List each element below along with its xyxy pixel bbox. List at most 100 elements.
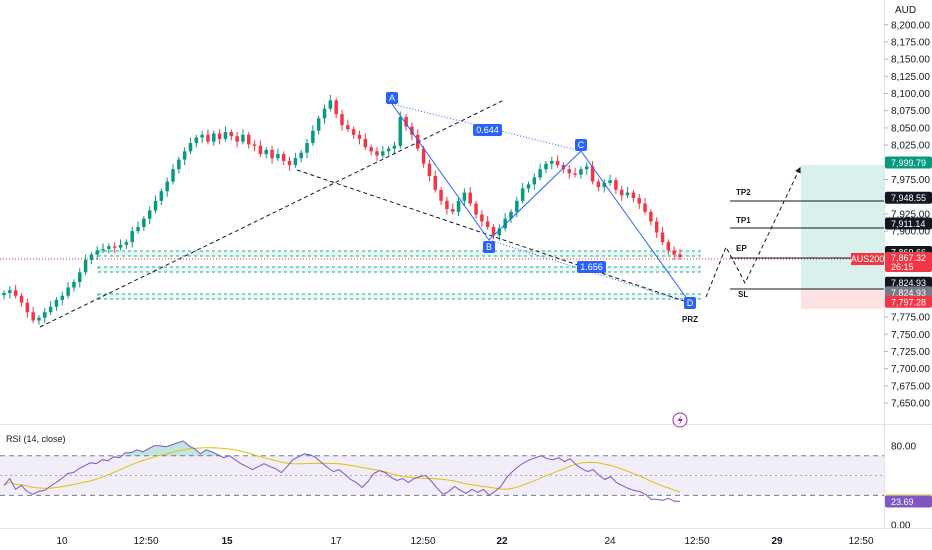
candle[interactable] bbox=[602, 178, 606, 193]
candle[interactable] bbox=[649, 209, 653, 226]
main-pane[interactable] bbox=[0, 0, 884, 424]
candles[interactable] bbox=[2, 94, 682, 325]
candle[interactable] bbox=[480, 210, 484, 227]
candle[interactable] bbox=[182, 147, 187, 166]
candle[interactable] bbox=[386, 145, 391, 156]
candle[interactable] bbox=[299, 149, 303, 163]
candle[interactable] bbox=[468, 187, 472, 207]
loss-zone[interactable] bbox=[801, 289, 884, 309]
candle[interactable] bbox=[614, 177, 618, 194]
candle[interactable] bbox=[95, 246, 99, 260]
candle[interactable] bbox=[48, 301, 53, 316]
candle[interactable] bbox=[78, 268, 82, 288]
candle[interactable] bbox=[316, 115, 321, 135]
candle[interactable] bbox=[503, 213, 507, 232]
candle[interactable] bbox=[322, 104, 327, 124]
candle[interactable] bbox=[351, 126, 356, 139]
candle[interactable] bbox=[31, 306, 35, 324]
candle[interactable] bbox=[445, 196, 449, 215]
zone-2[interactable] bbox=[97, 266, 701, 273]
point-a[interactable]: A bbox=[386, 92, 398, 104]
candle[interactable] bbox=[526, 181, 531, 193]
candle[interactable] bbox=[124, 239, 129, 249]
rsi-title[interactable]: RSI (14, close) bbox=[6, 434, 66, 444]
candle[interactable] bbox=[567, 165, 572, 179]
candle[interactable] bbox=[532, 173, 537, 190]
candle[interactable] bbox=[363, 133, 368, 150]
candle[interactable] bbox=[276, 148, 280, 161]
candle[interactable] bbox=[281, 151, 286, 166]
candle[interactable] bbox=[130, 226, 134, 248]
candle[interactable] bbox=[293, 152, 298, 168]
time-axis[interactable]: 10 12:50 15 17 12:50 22 24 12:50 29 12:50 bbox=[56, 536, 874, 547]
candle[interactable] bbox=[287, 156, 292, 171]
candle[interactable] bbox=[392, 141, 397, 155]
candle[interactable] bbox=[631, 189, 636, 203]
rising-trendline[interactable] bbox=[39, 100, 503, 328]
ac-ratio-line[interactable] bbox=[391, 103, 582, 152]
candle[interactable] bbox=[142, 215, 146, 232]
point-d[interactable]: D bbox=[684, 297, 696, 309]
candle[interactable] bbox=[159, 188, 164, 205]
candle[interactable] bbox=[83, 254, 88, 276]
candle[interactable] bbox=[654, 217, 659, 238]
price-axis[interactable]: 8,200.00 8,175.00 8,150.00 8,125.00 8,100.00… bbox=[884, 20, 930, 410]
candle[interactable] bbox=[462, 188, 467, 207]
candle[interactable] bbox=[217, 129, 222, 145]
candle[interactable] bbox=[66, 282, 70, 299]
falling-trendline[interactable] bbox=[296, 169, 691, 304]
currency-label[interactable]: AUD bbox=[895, 5, 916, 16]
candle[interactable] bbox=[153, 195, 158, 214]
candle[interactable] bbox=[491, 224, 496, 240]
candle[interactable] bbox=[585, 162, 589, 175]
candle[interactable] bbox=[89, 251, 94, 265]
candle[interactable] bbox=[252, 140, 257, 152]
harmonic-pattern[interactable]: 0.644 1.656 A B C D PRZ bbox=[386, 92, 698, 324]
candle[interactable] bbox=[60, 291, 65, 306]
candle[interactable] bbox=[206, 129, 210, 145]
candle[interactable] bbox=[596, 178, 601, 192]
candle[interactable] bbox=[270, 145, 274, 164]
trade-levels[interactable]: TP2 TP1 EP SL bbox=[730, 188, 884, 299]
candle[interactable] bbox=[305, 138, 309, 159]
candle[interactable] bbox=[118, 239, 123, 251]
rsi-axis[interactable]: 80.00 0.00 bbox=[891, 441, 916, 531]
candle[interactable] bbox=[200, 130, 204, 144]
candle[interactable] bbox=[247, 132, 251, 149]
candle[interactable] bbox=[177, 156, 181, 174]
ratio-label-bd[interactable]: 1.656 bbox=[577, 261, 606, 273]
candle[interactable] bbox=[450, 203, 455, 215]
candle[interactable] bbox=[678, 248, 682, 260]
candle[interactable] bbox=[579, 166, 583, 179]
rsi-pane[interactable]: RSI (14, close) 80.00 0.00 25.4723.69 bbox=[0, 434, 932, 532]
candle[interactable] bbox=[544, 160, 548, 174]
candle[interactable] bbox=[357, 130, 362, 145]
candle[interactable] bbox=[637, 193, 641, 210]
candle[interactable] bbox=[643, 198, 647, 215]
candle[interactable] bbox=[19, 293, 24, 307]
candle[interactable] bbox=[398, 111, 403, 149]
candle[interactable] bbox=[375, 147, 379, 161]
candle[interactable] bbox=[520, 182, 525, 204]
candle[interactable] bbox=[433, 170, 437, 193]
candle[interactable] bbox=[212, 130, 216, 146]
candle[interactable] bbox=[37, 315, 41, 325]
point-c[interactable]: C bbox=[575, 139, 587, 151]
candle[interactable] bbox=[101, 243, 105, 254]
ratio-label-ac[interactable]: 0.644 bbox=[473, 124, 502, 136]
candle[interactable] bbox=[439, 187, 443, 205]
candle[interactable] bbox=[509, 209, 513, 223]
candle[interactable] bbox=[573, 167, 577, 178]
candle[interactable] bbox=[188, 137, 193, 155]
candle[interactable] bbox=[427, 159, 432, 182]
candle[interactable] bbox=[515, 196, 519, 218]
candle[interactable] bbox=[369, 144, 373, 156]
candle[interactable] bbox=[474, 200, 478, 219]
candle[interactable] bbox=[54, 297, 59, 311]
candle[interactable] bbox=[590, 160, 595, 185]
candle[interactable] bbox=[136, 221, 140, 234]
profit-zone[interactable] bbox=[801, 165, 884, 289]
candle[interactable] bbox=[8, 286, 12, 299]
candle[interactable] bbox=[555, 155, 560, 168]
